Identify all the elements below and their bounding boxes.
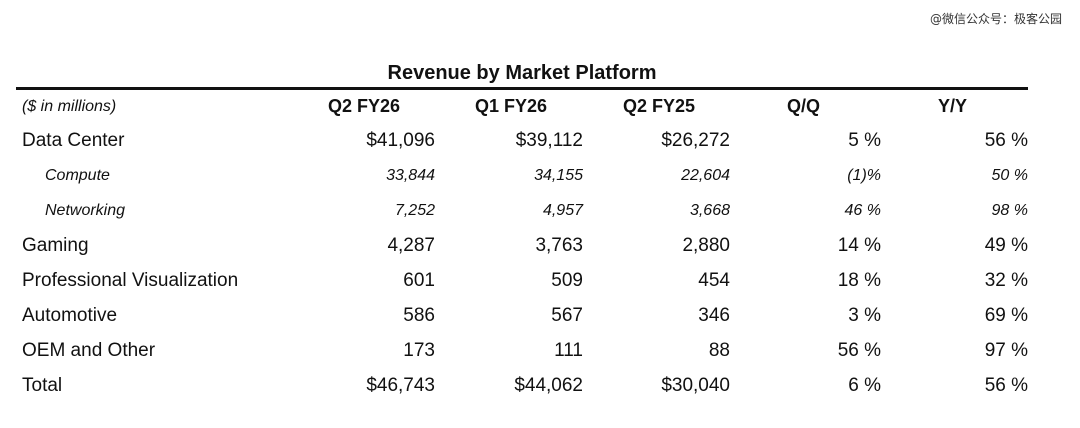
header-q2fy25: Q2 FY25	[623, 96, 696, 116]
cell-q2fy25: 22,604	[681, 166, 730, 184]
cell-q2fy25: 346	[698, 304, 730, 326]
table-row-compute: Compute 33,844 34,155 22,604 (1)% 50 %	[16, 158, 1028, 193]
cell-qq: 3 %	[848, 304, 881, 326]
cell-qq: 18 %	[837, 269, 881, 291]
cell-yy: 50 %	[991, 166, 1028, 184]
cell-q2fy26: $41,096	[366, 129, 435, 151]
cell-yy: 56 %	[984, 374, 1028, 396]
cell-q2fy26: 586	[403, 304, 435, 326]
row-label: OEM and Other	[22, 339, 156, 361]
row-label: Professional Visualization	[22, 269, 239, 291]
row-label: Automotive	[22, 304, 118, 326]
table-row-oem-and-other: OEM and Other 173 111 88 56 % 97 %	[16, 333, 1028, 368]
cell-qq: 14 %	[837, 234, 881, 256]
table-row-professional-visualization: Professional Visualization 601 509 454 1…	[16, 263, 1028, 298]
header-units: ($ in millions)	[22, 97, 117, 115]
cell-qq: 46 %	[844, 201, 881, 219]
table-row-data-center: Data Center $41,096 $39,112 $26,272 5 % …	[16, 123, 1028, 158]
table-row-automotive: Automotive 586 567 346 3 % 69 %	[16, 298, 1028, 333]
header-q2fy26: Q2 FY26	[328, 96, 401, 116]
cell-q2fy25: 3,668	[689, 201, 730, 219]
row-label: Data Center	[22, 129, 125, 151]
watermark: @微信公众号：极客公园	[929, 12, 1062, 26]
row-label: Compute	[45, 166, 110, 184]
cell-q1fy26: 567	[551, 304, 583, 326]
table-header-row: ($ in millions) Q2 FY26 Q1 FY26 Q2 FY25 …	[16, 90, 1028, 123]
table-row-total: Total $46,743 $44,062 $30,040 6 % 56 %	[16, 368, 1028, 403]
cell-q1fy26: 34,155	[534, 166, 583, 184]
cell-q2fy25: $30,040	[661, 374, 730, 396]
cell-q2fy26: 7,252	[394, 201, 435, 219]
cell-yy: 56 %	[984, 129, 1028, 151]
revenue-table: ($ in millions) Q2 FY26 Q1 FY26 Q2 FY25 …	[16, 90, 1028, 403]
cell-q2fy26: 601	[403, 269, 435, 291]
cell-yy: 98 %	[991, 201, 1028, 219]
header-q1fy26: Q1 FY26	[475, 96, 548, 116]
cell-yy: 32 %	[984, 269, 1028, 291]
cell-q1fy26: 111	[554, 339, 583, 361]
cell-q2fy26: 173	[403, 339, 435, 361]
cell-yy: 97 %	[984, 339, 1028, 361]
cell-q1fy26: $39,112	[515, 129, 583, 151]
row-label: Gaming	[22, 234, 89, 256]
cell-qq: 5 %	[848, 129, 881, 151]
row-label: Total	[22, 374, 63, 396]
row-label: Networking	[45, 201, 126, 219]
header-yy: Y/Y	[938, 96, 968, 116]
cell-qq: 6 %	[848, 374, 881, 396]
cell-q1fy26: 509	[551, 269, 583, 291]
cell-q1fy26: 4,957	[542, 201, 583, 219]
cell-q2fy26: 33,844	[386, 166, 435, 184]
table-row-networking: Networking 7,252 4,957 3,668 46 % 98 %	[16, 193, 1028, 228]
title-rule	[16, 87, 1028, 90]
cell-q2fy25: 454	[698, 269, 730, 291]
cell-yy: 49 %	[984, 234, 1028, 256]
cell-q2fy26: 4,287	[387, 234, 435, 256]
cell-q2fy25: 2,880	[682, 234, 730, 256]
cell-q2fy25: 88	[708, 339, 730, 361]
header-qq: Q/Q	[787, 96, 821, 116]
cell-q1fy26: $44,062	[514, 374, 583, 396]
table-title: Revenue by Market Platform	[387, 62, 657, 84]
cell-yy: 69 %	[984, 304, 1028, 326]
cell-qq: (1)%	[847, 166, 881, 184]
table-row-gaming: Gaming 4,287 3,763 2,880 14 % 49 %	[16, 228, 1028, 263]
cell-q1fy26: 3,763	[535, 234, 583, 256]
cell-q2fy25: $26,272	[661, 129, 730, 151]
cell-qq: 56 %	[837, 339, 881, 361]
cell-q2fy26: $46,743	[366, 374, 435, 396]
